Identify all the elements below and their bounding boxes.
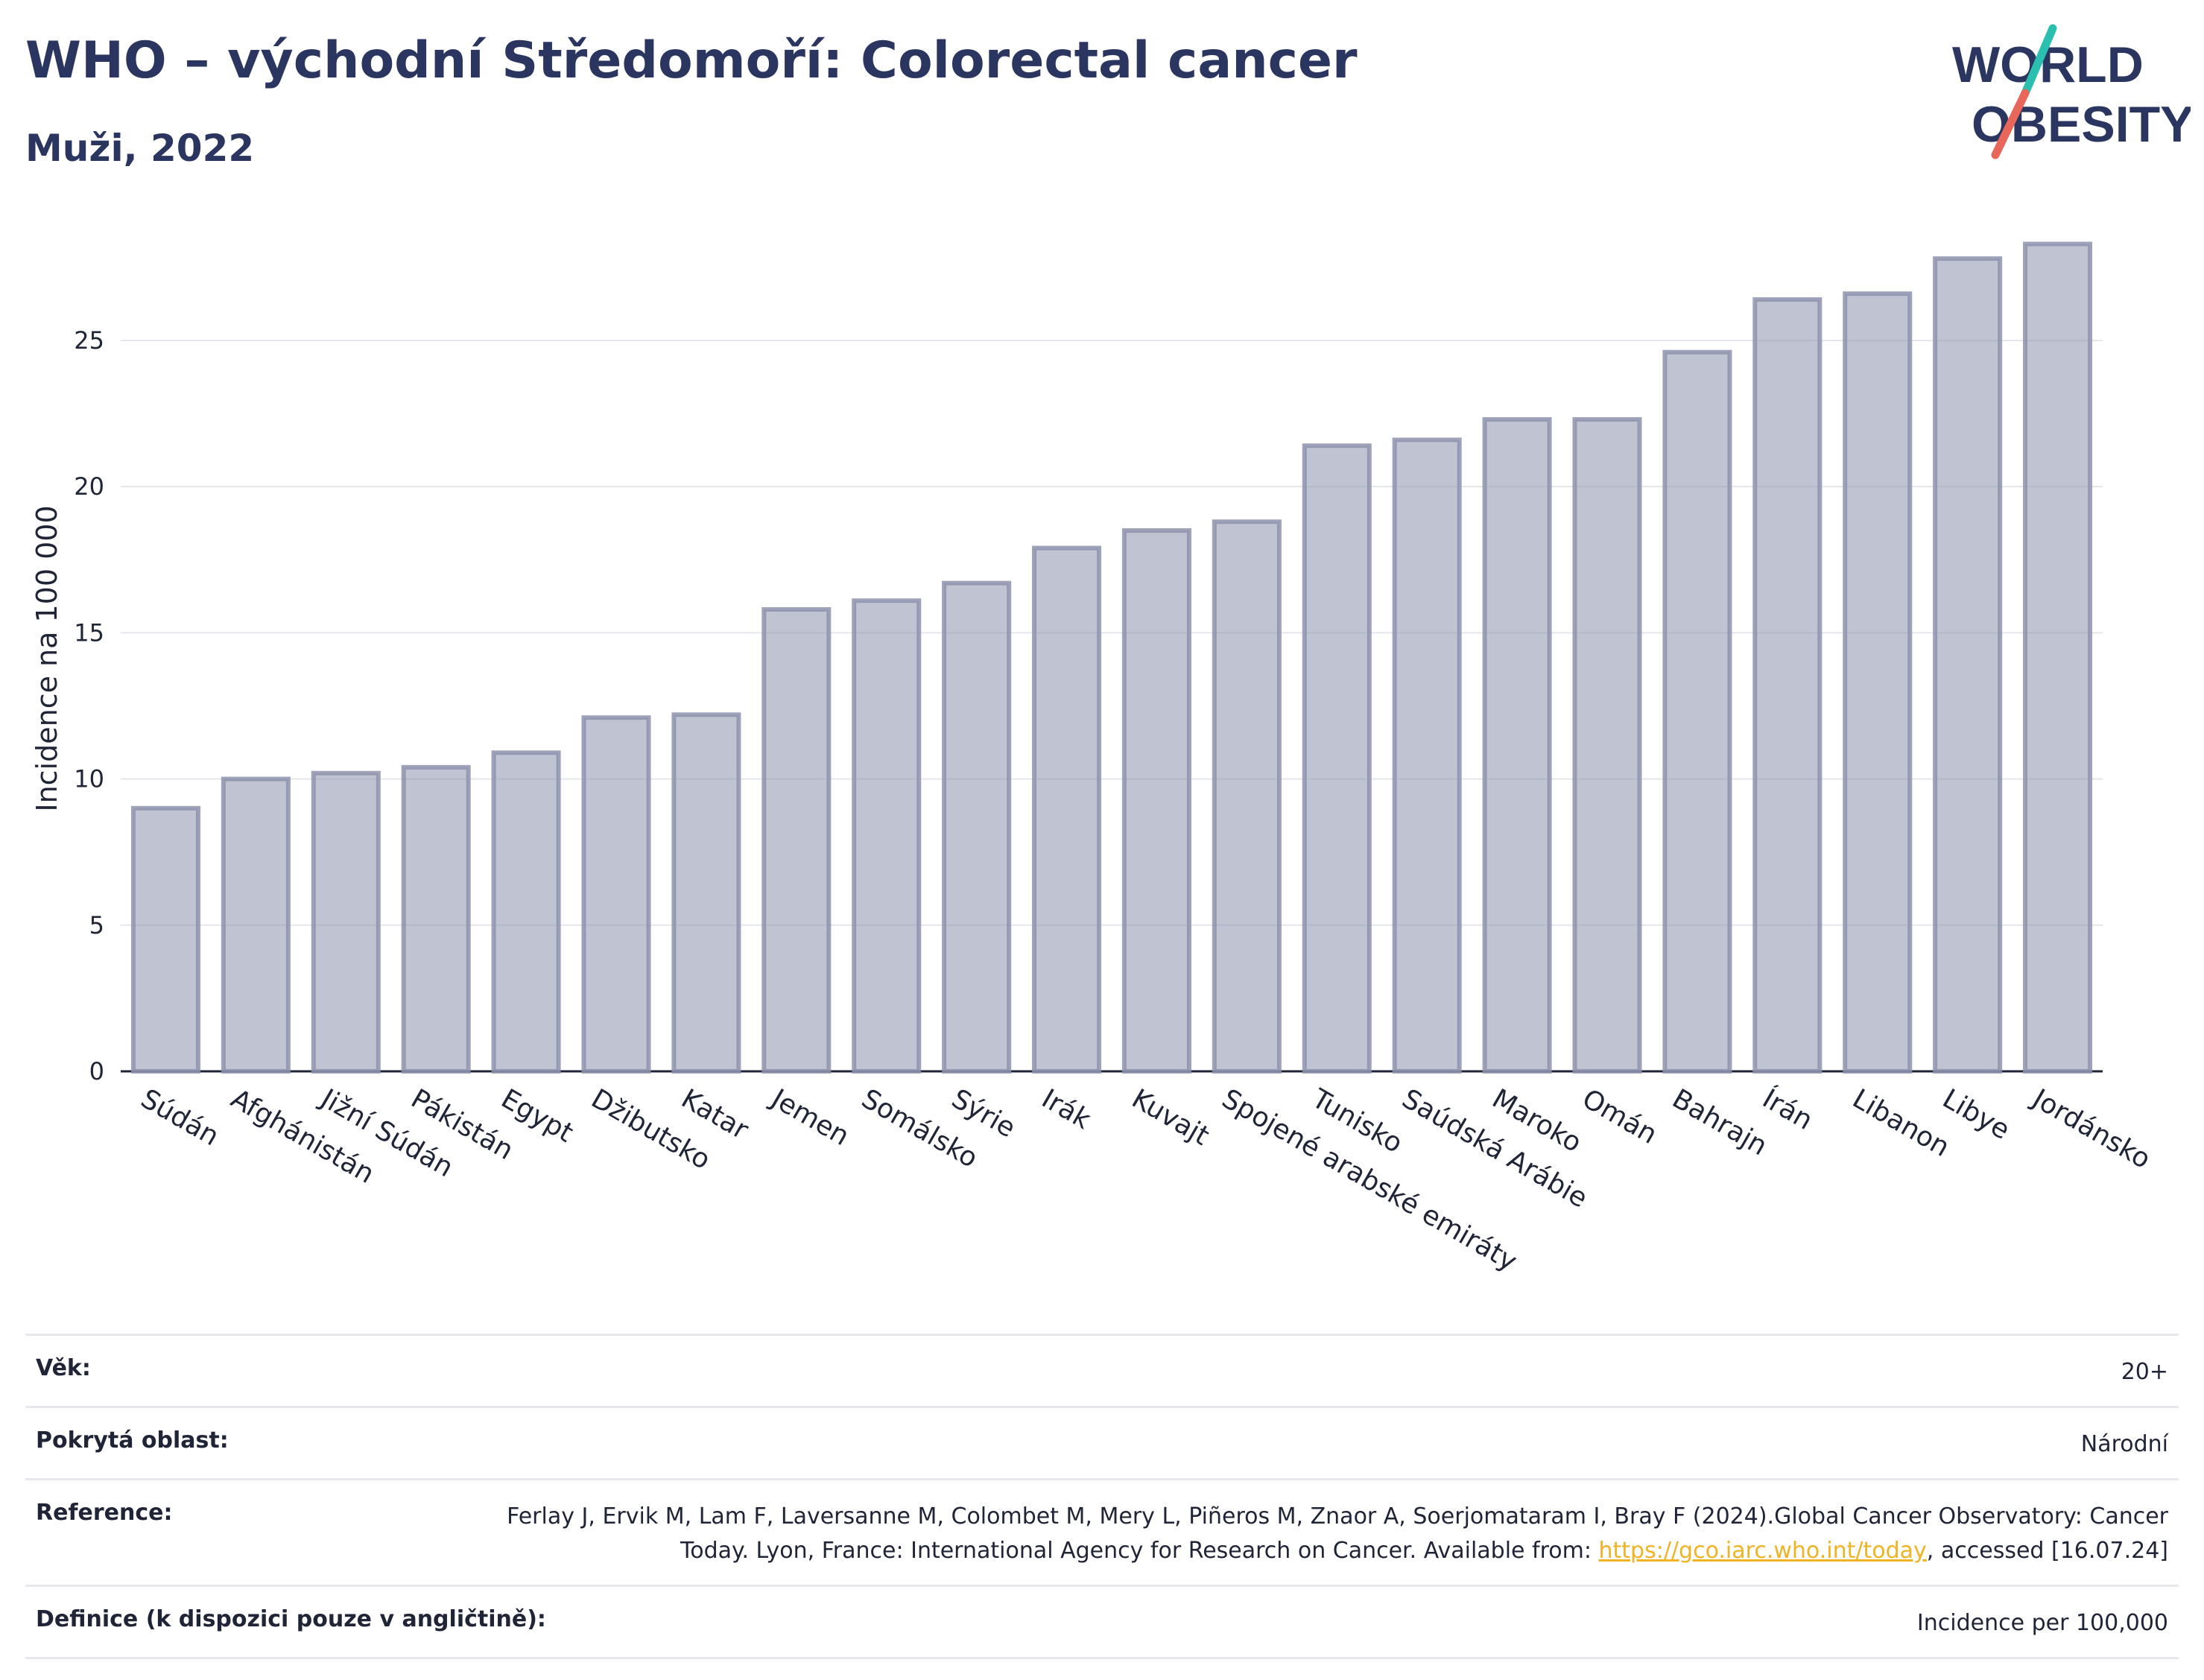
age-value: 20+ bbox=[2121, 1359, 2168, 1385]
bar-Libye bbox=[1933, 256, 2003, 1074]
bar-Džibutsko bbox=[581, 715, 651, 1074]
bar-Irák bbox=[1032, 545, 1102, 1074]
coverage-value: Národní bbox=[2080, 1431, 2168, 1457]
bar-Bahrajn bbox=[1662, 349, 1732, 1074]
bar-Jordánsko bbox=[2023, 241, 2093, 1074]
bar-Pákistán bbox=[401, 764, 471, 1074]
bar-Írán bbox=[1752, 297, 1823, 1074]
reference-text: Ferlay J, Ervik M, Lam F, Laversanne M, … bbox=[507, 1503, 2168, 1564]
bar-Saúdská Arábie bbox=[1392, 437, 1462, 1074]
bar-Súdán bbox=[130, 805, 200, 1074]
y-tick-label: 25 bbox=[74, 326, 104, 355]
info-row-reference: Reference: Ferlay J, Ervik M, Lam F, Lav… bbox=[25, 1478, 2179, 1585]
info-row-age: Věk: 20+ bbox=[25, 1334, 2179, 1406]
x-tick-label: Irák bbox=[1036, 1083, 1096, 1135]
y-tick-label: 20 bbox=[74, 472, 104, 501]
bar-Omán bbox=[1572, 416, 1642, 1074]
bar-Sýrie bbox=[942, 580, 1012, 1074]
bar-Afghánistán bbox=[221, 776, 291, 1074]
coverage-label: Pokrytá oblast: bbox=[36, 1427, 229, 1454]
definition-value: Incidence per 100,000 bbox=[1916, 1610, 2168, 1636]
x-tick-label: Libanon bbox=[1847, 1083, 1954, 1163]
y-axis-label: Incidence na 100 000 bbox=[31, 505, 63, 811]
x-tick-label: Omán bbox=[1577, 1083, 1662, 1150]
logo-red-slash bbox=[1991, 89, 2030, 159]
definition-label: Definice (k dispozici pouze v angličtině… bbox=[36, 1606, 546, 1632]
y-tick-label: 5 bbox=[89, 911, 104, 939]
info-row-definition: Definice (k dispozici pouze v angličtině… bbox=[25, 1585, 2179, 1659]
y-tick-label: 10 bbox=[74, 765, 104, 793]
y-tick-label: 0 bbox=[89, 1057, 104, 1085]
info-table: Věk: 20+ Pokrytá oblast: Národní Referen… bbox=[25, 1334, 2179, 1659]
world-obesity-logo: WORLD OBESITY bbox=[1952, 24, 2191, 159]
bar-Jemen bbox=[761, 606, 832, 1074]
x-tick-label: Jemen bbox=[765, 1083, 855, 1152]
reference-value: Ferlay J, Ervik M, Lam F, Laversanne M, … bbox=[455, 1500, 2168, 1568]
x-tick-label: Súdán bbox=[136, 1083, 224, 1152]
bar-Somálsko bbox=[852, 598, 922, 1074]
bar-Libanon bbox=[1843, 291, 1913, 1074]
bar-Tunisko bbox=[1302, 443, 1372, 1074]
bar-Spojené arabské emiráty bbox=[1212, 519, 1282, 1074]
info-row-coverage: Pokrytá oblast: Národní bbox=[25, 1406, 2179, 1478]
bar-Maroko bbox=[1482, 416, 1552, 1074]
x-tick-label: Jordánsko bbox=[2026, 1083, 2156, 1175]
x-tick-label: Kuvajt bbox=[1127, 1083, 1215, 1152]
bar-Jižní Súdán bbox=[311, 770, 381, 1074]
chart-subtitle: Muži, 2022 bbox=[25, 127, 255, 170]
bar-Egypt bbox=[491, 750, 561, 1074]
reference-label: Reference: bbox=[36, 1500, 173, 1526]
bar-Katar bbox=[671, 712, 741, 1074]
bar-Kuvajt bbox=[1121, 528, 1191, 1074]
x-tick-label: Bahrajn bbox=[1667, 1083, 1772, 1161]
reference-link[interactable]: https://gco.iarc.who.int/today bbox=[1598, 1538, 1927, 1564]
chart-title: WHO – východní Středomoří: Colorectal ca… bbox=[25, 31, 1358, 90]
y-tick-label: 15 bbox=[74, 618, 104, 647]
reference-accessed: , accessed [16.07.24] bbox=[1926, 1538, 2168, 1564]
logo-teal-slash bbox=[2021, 24, 2057, 98]
age-label: Věk: bbox=[36, 1355, 91, 1381]
x-tick-label: Írán bbox=[1757, 1083, 1818, 1136]
